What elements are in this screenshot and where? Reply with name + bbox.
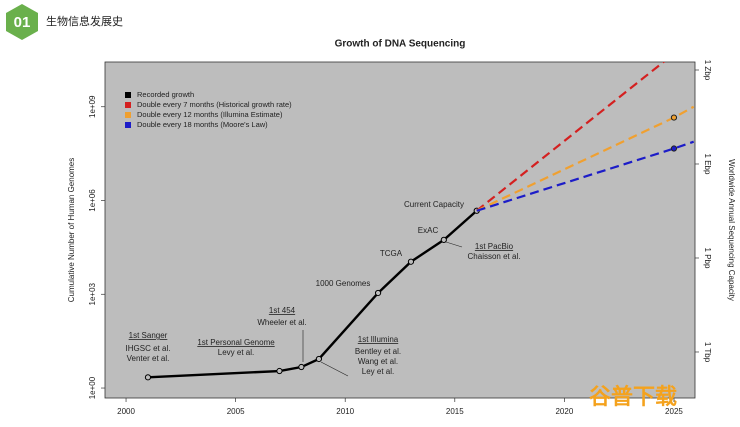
annotation: Chaisson et al. (468, 252, 521, 261)
badge-number: 01 (14, 14, 31, 31)
data-point (144, 374, 152, 381)
y2-tick-label: 1 Zbp (703, 60, 712, 81)
annotation: 1st Personal Genome (197, 338, 275, 347)
data-point (298, 363, 305, 371)
series-line (147, 209, 478, 379)
x-tick-label: 2000 (117, 407, 135, 416)
data-point (670, 114, 678, 121)
data-point (374, 289, 382, 297)
annotation: Ley et al. (362, 367, 394, 376)
legend-swatch (125, 102, 131, 108)
legend-box (119, 87, 331, 133)
watermark: 谷普下载 (589, 384, 677, 409)
annotation: 1000 Genomes (316, 279, 371, 288)
y-axis-label: Cumulative Number of Human Genomes (67, 158, 76, 303)
header-title: 生物信息发展史 (46, 14, 123, 28)
annotation: 1st 454 (269, 306, 296, 315)
annotation: 1st PacBio (475, 242, 514, 251)
legend-swatch (125, 122, 131, 128)
y2-tick-label: 1 Tbp (703, 342, 712, 363)
legend-label: Double every 7 months (Historical growth… (137, 100, 292, 109)
x-tick-label: 2015 (446, 407, 464, 416)
x-tick-label: 2005 (227, 407, 245, 416)
annotation: Wheeler et al. (257, 318, 306, 327)
data-point (407, 258, 415, 265)
legend-swatch (125, 92, 131, 98)
badge-hexagon (6, 4, 38, 40)
y-tick-label: 1e+00 (88, 376, 97, 399)
data-point (670, 145, 678, 152)
y2-tick-label: 1 Pbp (703, 248, 712, 269)
x-tick-label: 2025 (665, 407, 683, 416)
legend-label: Double every 12 months (Illumina Estimat… (137, 110, 283, 119)
annotation: TCGA (380, 249, 403, 258)
y2-tick-label: 1 Ebp (703, 154, 712, 175)
legend-swatch (125, 112, 131, 118)
legend-label: Double every 18 months (Moore's Law) (137, 120, 268, 129)
data-point (276, 367, 283, 375)
y2-axis-label: Worldwide Annual Sequencing Capacity (727, 159, 736, 301)
x-tick-label: 2020 (555, 407, 573, 416)
legend-label: Recorded growth (137, 90, 194, 99)
annotation: IHGSC et al. (126, 344, 171, 353)
annotation: Bentley et al. (355, 347, 401, 356)
annotation: Levy et al. (218, 348, 254, 357)
annotation: 1st Illumina (358, 335, 399, 344)
y-tick-label: 1e+09 (88, 95, 97, 118)
series-line (476, 62, 666, 212)
chart-title: Growth of DNA Sequencing (335, 39, 466, 50)
plot-lines (144, 62, 695, 381)
x-tick-label: 2010 (336, 407, 354, 416)
annotation: 1st Sanger (129, 331, 168, 340)
y-tick-label: 1e+06 (88, 189, 97, 212)
annotation: ExAC (418, 226, 439, 235)
y-tick-label: 1e+03 (88, 282, 97, 305)
pointer-lines (302, 241, 463, 377)
data-point (315, 355, 323, 363)
annotation: Venter et al. (127, 354, 170, 363)
data-point (440, 236, 447, 243)
annotation: Current Capacity (404, 200, 464, 209)
annotation: Wang et al. (358, 357, 398, 366)
